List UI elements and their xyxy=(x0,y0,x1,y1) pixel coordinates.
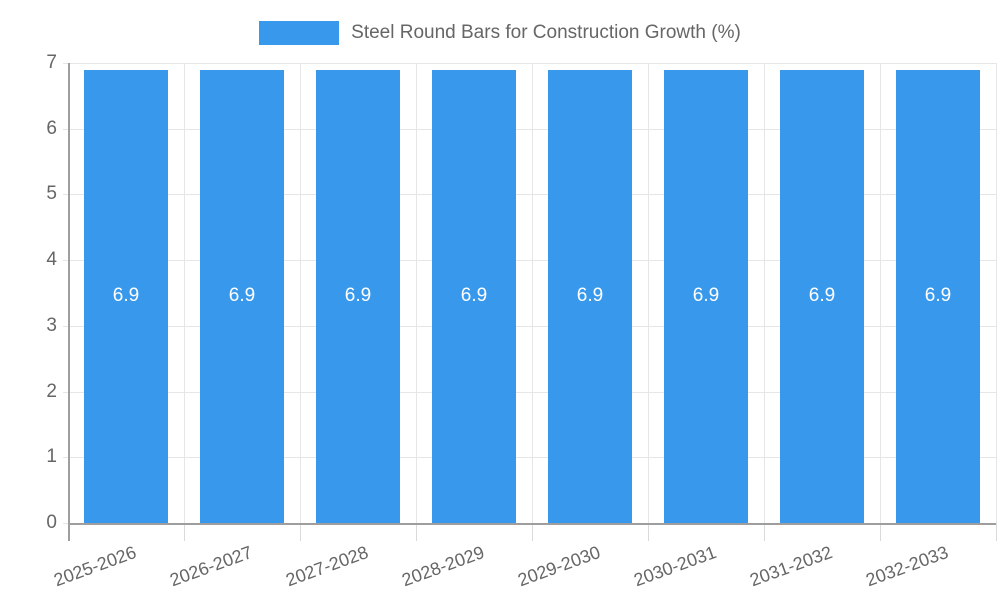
y-tick-label: 5 xyxy=(46,183,57,205)
bar-value-label: 6.9 xyxy=(228,285,256,307)
x-tick-label: 2032-2033 xyxy=(863,542,951,591)
y-tick-label: 0 xyxy=(46,512,57,533)
x-axis-tick xyxy=(416,523,417,541)
x-gridline xyxy=(648,63,649,523)
y-tick-label: 7 xyxy=(46,52,57,73)
x-gridline xyxy=(996,63,997,523)
legend-label: Steel Round Bars for Construction Growth… xyxy=(351,22,741,43)
x-gridline xyxy=(184,63,185,523)
bar: 6.9 xyxy=(200,69,284,523)
x-axis-tick xyxy=(764,523,765,541)
y-tick-label: 3 xyxy=(46,314,57,336)
y-tick-label: 2 xyxy=(46,380,57,402)
bar-value-label: 6.9 xyxy=(112,285,140,307)
x-tick-label: 2025-2026 xyxy=(51,542,139,591)
y-gridline xyxy=(63,63,996,64)
x-gridline xyxy=(880,63,881,523)
legend-swatch xyxy=(259,21,340,45)
legend[interactable]: Steel Round Bars for Construction Growth… xyxy=(0,20,1000,46)
bar: 6.9 xyxy=(664,69,748,523)
y-gridline xyxy=(63,128,996,130)
x-gridline xyxy=(416,63,417,523)
y-gridline xyxy=(63,325,996,327)
x-gridline xyxy=(532,63,533,523)
bar-value-label: 6.9 xyxy=(344,285,372,307)
y-axis-line xyxy=(68,63,70,541)
bar: 6.9 xyxy=(548,69,632,523)
y-gridline xyxy=(63,260,996,262)
bar: 6.9 xyxy=(780,69,864,523)
x-axis-tick xyxy=(996,523,997,541)
bar: 6.9 xyxy=(84,69,168,523)
bar: 6.9 xyxy=(316,69,400,523)
y-gridline xyxy=(63,457,996,459)
x-tick-label: 2026-2027 xyxy=(167,542,255,591)
x-gridline xyxy=(300,63,301,523)
x-tick-label: 2027-2028 xyxy=(283,542,371,591)
bar-value-label: 6.9 xyxy=(460,285,488,307)
x-axis-tick xyxy=(532,523,533,541)
x-axis-tick xyxy=(880,523,881,541)
x-axis-line xyxy=(68,523,996,525)
y-gridline xyxy=(63,194,996,196)
x-gridline xyxy=(764,63,765,523)
x-axis-tick xyxy=(184,523,185,541)
x-tick-label: 2028-2029 xyxy=(399,542,487,591)
bar-value-label: 6.9 xyxy=(808,285,836,307)
bar-value-label: 6.9 xyxy=(576,285,604,307)
y-tick-label: 6 xyxy=(46,117,57,139)
x-axis-tick xyxy=(648,523,649,541)
x-tick-label: 2030-2031 xyxy=(631,542,719,591)
x-axis-tick xyxy=(300,523,301,541)
x-tick-label: 2031-2032 xyxy=(747,542,835,591)
y-tick-label: 1 xyxy=(46,446,57,468)
y-tick-label: 4 xyxy=(46,249,57,271)
bar-value-label: 6.9 xyxy=(924,285,952,307)
bar: 6.9 xyxy=(896,69,980,523)
bar-value-label: 6.9 xyxy=(692,285,720,307)
x-tick-label: 2029-2030 xyxy=(515,542,603,591)
y-gridline xyxy=(63,391,996,393)
bar: 6.9 xyxy=(432,69,516,523)
